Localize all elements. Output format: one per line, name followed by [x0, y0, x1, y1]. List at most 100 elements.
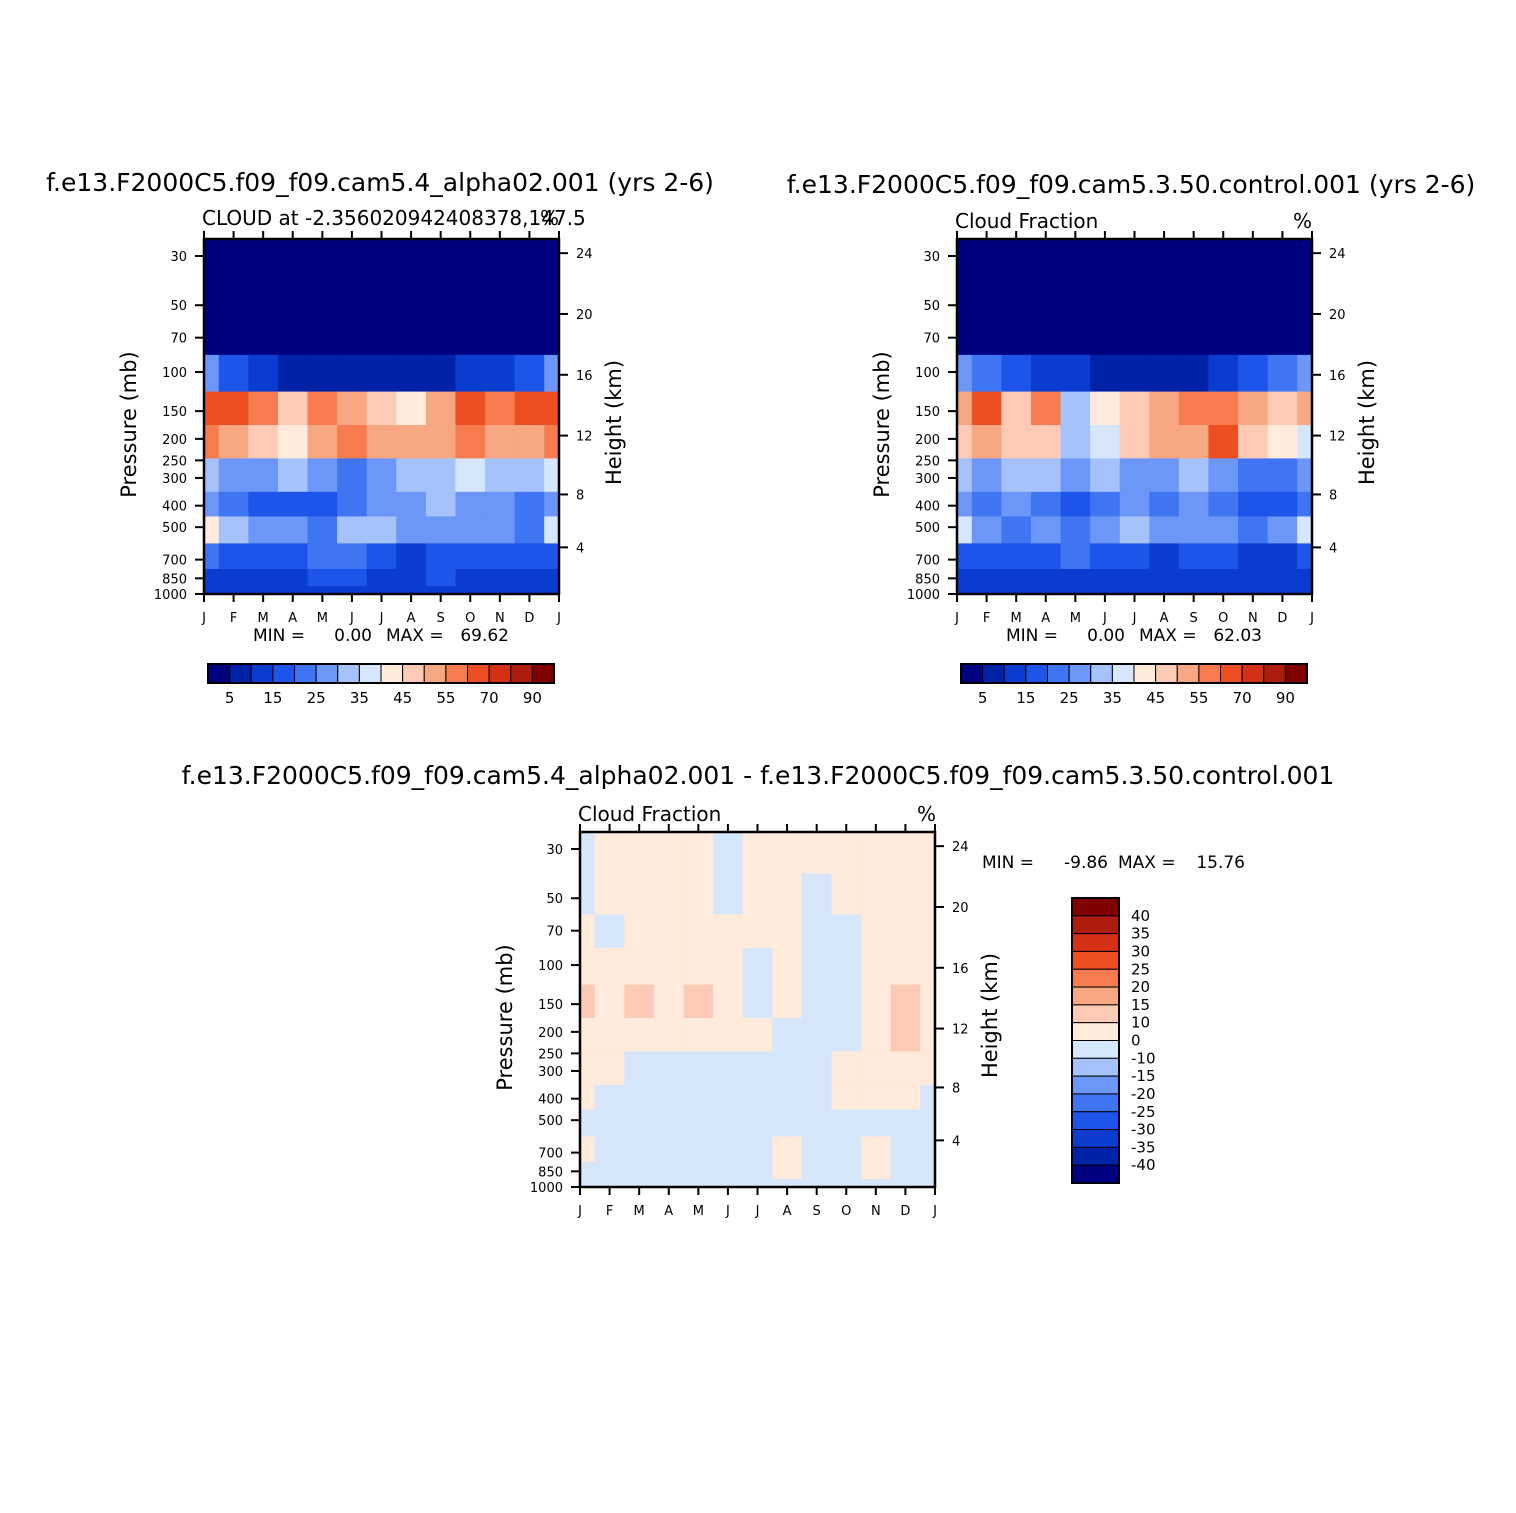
- contour-cell: [1030, 491, 1062, 517]
- colorbar-swatch: [488, 663, 512, 684]
- x-tick-label: M: [693, 1204, 704, 1219]
- contour-cell: [920, 1018, 936, 1052]
- contour-cell: [1090, 239, 1121, 282]
- contour-cell: [514, 425, 545, 459]
- contour-cell: [248, 321, 279, 356]
- contour-cell: [544, 543, 560, 570]
- contour-cell: [594, 1109, 625, 1137]
- contour-cell: [772, 1179, 803, 1188]
- contour-cell: [1119, 354, 1150, 393]
- contour-cell: [1238, 543, 1269, 570]
- x-tick-label: J: [577, 1204, 582, 1219]
- contour-cell: [1119, 321, 1150, 356]
- contour-cell: [971, 458, 1002, 493]
- contour-cell: [248, 280, 279, 322]
- contour-cell: [485, 491, 516, 517]
- contour-cell: [337, 391, 368, 426]
- x-tick-label: A: [407, 611, 416, 626]
- x-tick-label: M: [258, 611, 269, 626]
- case1-min-label: MIN =: [253, 626, 305, 646]
- contour-cell: [1238, 354, 1269, 393]
- contour-cell: [514, 586, 545, 595]
- diff-left-string: Cloud Fraction: [578, 802, 721, 826]
- contour-cell: [831, 1161, 862, 1180]
- contour-cell: [831, 984, 862, 1019]
- contour-cell: [204, 391, 220, 426]
- contour-cell: [683, 1136, 714, 1163]
- contour-cell: [1001, 543, 1032, 570]
- contour-cell: [277, 491, 309, 517]
- contour-cell: [1238, 391, 1269, 426]
- contour-cell: [890, 984, 921, 1019]
- colorbar-label: 55: [436, 689, 455, 707]
- contour-cell: [1119, 516, 1150, 544]
- contour-cell: [742, 1018, 773, 1052]
- contour-cell: [1267, 543, 1298, 570]
- colorbar-label: 20: [1131, 978, 1150, 996]
- contour-cell: [307, 568, 338, 587]
- contour-cell: [831, 1084, 862, 1110]
- contour-cell: [485, 239, 516, 282]
- y-tick-label-height: 8: [952, 1081, 960, 1096]
- contour-cell: [455, 280, 486, 322]
- contour-cell: [1060, 239, 1091, 282]
- contour-cell: [1030, 458, 1062, 493]
- contour-cell: [683, 1018, 714, 1052]
- contour-cell: [248, 586, 279, 595]
- x-tick-label: F: [983, 611, 990, 626]
- contour-cell: [801, 1109, 832, 1137]
- contour-cell: [624, 832, 655, 875]
- contour-cell: [1030, 543, 1062, 570]
- contour-cell: [1208, 458, 1239, 493]
- contour-fill-layer: [957, 239, 1313, 595]
- y-tick-label-pressure: 30: [923, 250, 940, 265]
- contour-cell: [218, 458, 249, 493]
- contour-cell: [1149, 321, 1180, 356]
- contour-cell: [204, 425, 220, 459]
- contour-cell: [1149, 239, 1180, 282]
- contour-cell: [890, 1051, 921, 1086]
- contour-cell: [890, 947, 921, 986]
- contour-cell: [544, 354, 560, 393]
- contour-cell: [218, 586, 249, 595]
- contour-cell: [683, 873, 714, 915]
- contour-cell: [1208, 491, 1239, 517]
- colorbar-label: 5: [978, 689, 988, 707]
- y-tick-label-pressure: 1000: [530, 1181, 563, 1196]
- contour-cell: [1001, 516, 1032, 544]
- y-tick-label-pressure: 200: [915, 433, 940, 448]
- y-tick-label-height: 20: [576, 308, 593, 323]
- contour-cell: [971, 280, 1002, 322]
- contour-cell: [890, 1161, 921, 1180]
- y-tick-label-height: 4: [576, 541, 584, 556]
- colorbar-swatch: [1071, 950, 1120, 970]
- contour-cell: [1001, 491, 1032, 517]
- contour-cell: [218, 354, 249, 393]
- contour-cell: [1149, 543, 1180, 570]
- diff-min-label: MIN =: [982, 853, 1034, 873]
- contour-cell: [514, 321, 545, 356]
- contour-cell: [396, 516, 427, 544]
- colorbar-label: 35: [350, 689, 369, 707]
- contour-cell: [1030, 391, 1062, 426]
- y-tick-label-pressure: 500: [915, 521, 940, 536]
- contour-cell: [485, 425, 516, 459]
- contour-cell: [366, 543, 397, 570]
- x-tick-label: D: [1277, 611, 1287, 626]
- contour-cell: [1149, 425, 1180, 459]
- contour-cell: [425, 425, 456, 459]
- contour-cell: [1030, 354, 1062, 393]
- colorbar-label: -25: [1131, 1103, 1156, 1121]
- contour-cell: [1297, 321, 1313, 356]
- y-tick-label-height: 12: [576, 430, 593, 445]
- contour-cell: [971, 391, 1002, 426]
- contour-cell: [544, 280, 560, 322]
- contour-cell: [366, 586, 397, 595]
- contour-cell: [1297, 568, 1313, 587]
- contour-cell: [1178, 516, 1209, 544]
- colorbar-swatch: [1090, 663, 1113, 684]
- contour-cell: [653, 873, 685, 915]
- contour-cell: [713, 1051, 744, 1086]
- contour-cell: [218, 425, 249, 459]
- contour-cell: [1119, 491, 1150, 517]
